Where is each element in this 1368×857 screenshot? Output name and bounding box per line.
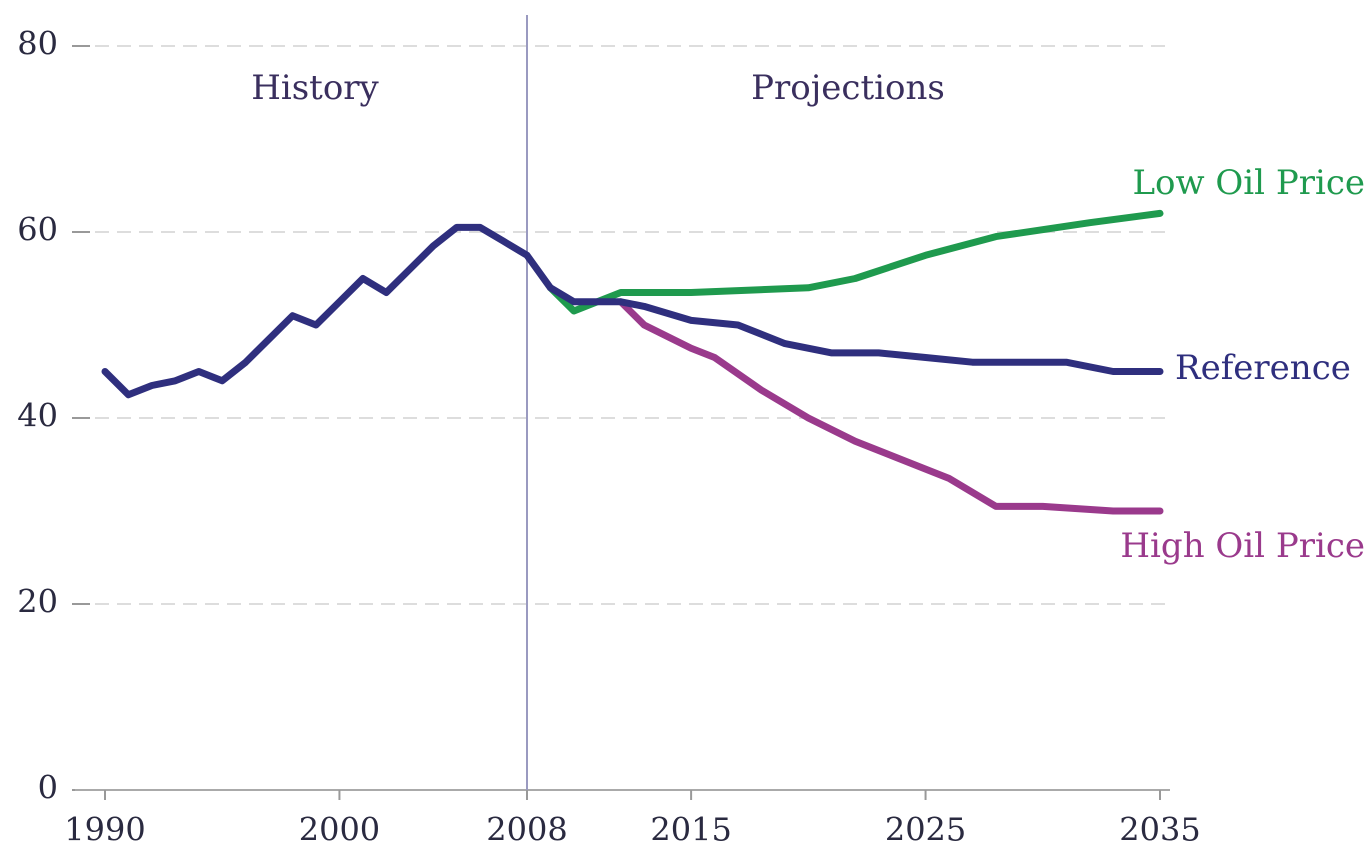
- series-line: [617, 298, 1164, 515]
- y-tick-label: 60: [17, 211, 58, 249]
- series-label: High Oil Price: [1120, 526, 1365, 566]
- x-tick-label: 2015: [650, 811, 731, 849]
- x-tick-label: 2008: [486, 811, 567, 849]
- y-tick-label: 20: [17, 583, 58, 621]
- annotation: Projections: [751, 68, 945, 108]
- y-tick-label: 40: [17, 397, 58, 435]
- series-label: Reference: [1175, 348, 1351, 388]
- y-tick-label: 80: [17, 25, 58, 63]
- annotation: History: [251, 68, 379, 108]
- series-line: [546, 209, 1164, 315]
- x-tick-label: 2025: [885, 811, 966, 849]
- x-tick-label: 2035: [1119, 811, 1200, 849]
- y-tick-label: 0: [38, 769, 58, 807]
- series-line: [101, 223, 1164, 399]
- x-tick-label: 1990: [64, 811, 145, 849]
- series-label: Low Oil Price: [1132, 163, 1365, 203]
- x-tick-label: 2000: [299, 811, 380, 849]
